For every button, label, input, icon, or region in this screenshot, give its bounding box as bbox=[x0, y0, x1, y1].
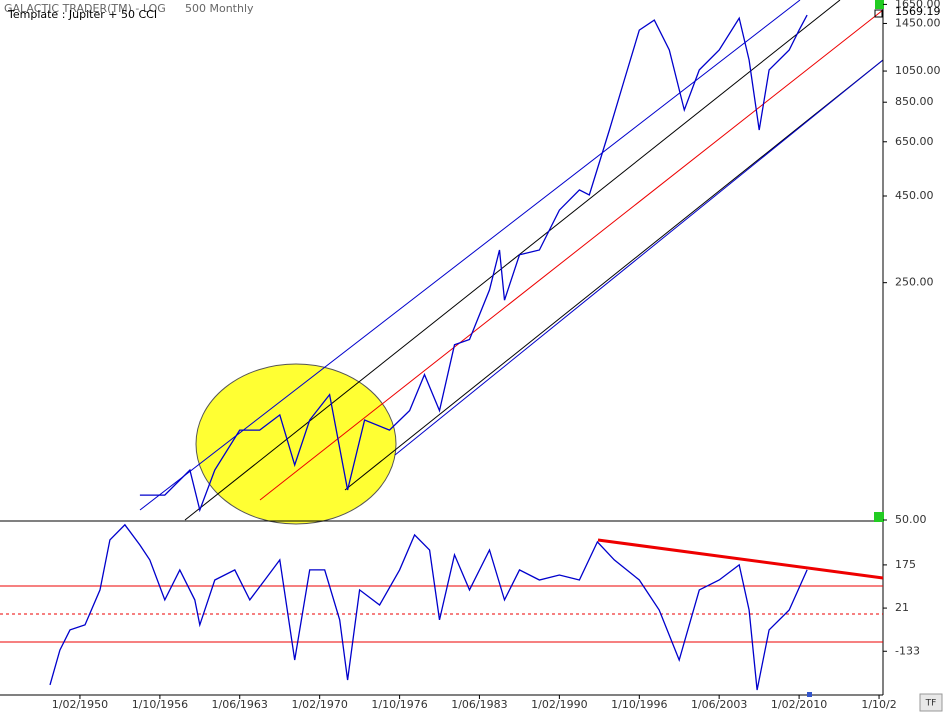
y-tick-label: 850.00 bbox=[895, 95, 934, 108]
last-value-label: 1569.19 bbox=[895, 5, 941, 18]
marker-top bbox=[875, 0, 884, 9]
y-tick-label: 50.00 bbox=[895, 513, 927, 526]
chart-subtitle: 500 Monthly bbox=[185, 2, 254, 15]
x-tick-label: 1/06/1983 bbox=[451, 698, 507, 711]
channel-lower bbox=[394, 59, 884, 456]
marker-bottom bbox=[874, 512, 884, 522]
channel-median bbox=[259, 9, 884, 501]
tf-button-label[interactable]: TF bbox=[925, 699, 937, 709]
x-tick-label: 1/10/1996 bbox=[611, 698, 667, 711]
x-tick-label: 1/02/1990 bbox=[531, 698, 587, 711]
template-label: Template : Jupiter + 50 CCI bbox=[7, 8, 157, 21]
y-tick-label: 1650.00 bbox=[895, 0, 941, 10]
channel-upper bbox=[139, 0, 801, 511]
y-tick-label: 650.00 bbox=[895, 135, 934, 148]
chart-title: GALACTIC TRADER(TM) - LOG bbox=[4, 2, 166, 15]
price-line bbox=[139, 14, 808, 513]
y-tick-label: 21 bbox=[895, 601, 909, 614]
y-tick-label: 1450.00 bbox=[895, 16, 941, 29]
tf-button[interactable] bbox=[919, 693, 943, 712]
x-tick-label: 1/02/1950 bbox=[52, 698, 108, 711]
y-tick-label: 250.00 bbox=[895, 276, 934, 289]
price-line bbox=[49, 523, 808, 691]
channel-mid-upper bbox=[184, 0, 841, 521]
channel-mid-lower bbox=[344, 59, 884, 491]
x-tick-label: 1/02/2010 bbox=[771, 698, 827, 711]
y-tick-label: -133 bbox=[895, 644, 920, 657]
cci-trend-line bbox=[597, 538, 884, 580]
cursor-marker bbox=[807, 692, 812, 697]
y-tick-label: 175 bbox=[895, 558, 916, 571]
x-tick-label: 1/06/2003 bbox=[691, 698, 747, 711]
x-tick-label: 1/02/1970 bbox=[291, 698, 347, 711]
y-tick-label: 450.00 bbox=[895, 189, 934, 202]
x-tick-label: 1/10/1956 bbox=[132, 698, 188, 711]
y-tick-label: 1050.00 bbox=[895, 64, 941, 77]
last-marker bbox=[874, 9, 883, 18]
x-tick-label: 1/10/1976 bbox=[371, 698, 427, 711]
x-tick-label: 1/10/2 bbox=[861, 698, 896, 711]
channel-lines bbox=[139, 0, 884, 521]
x-tick-label: 1/06/1963 bbox=[212, 698, 268, 711]
